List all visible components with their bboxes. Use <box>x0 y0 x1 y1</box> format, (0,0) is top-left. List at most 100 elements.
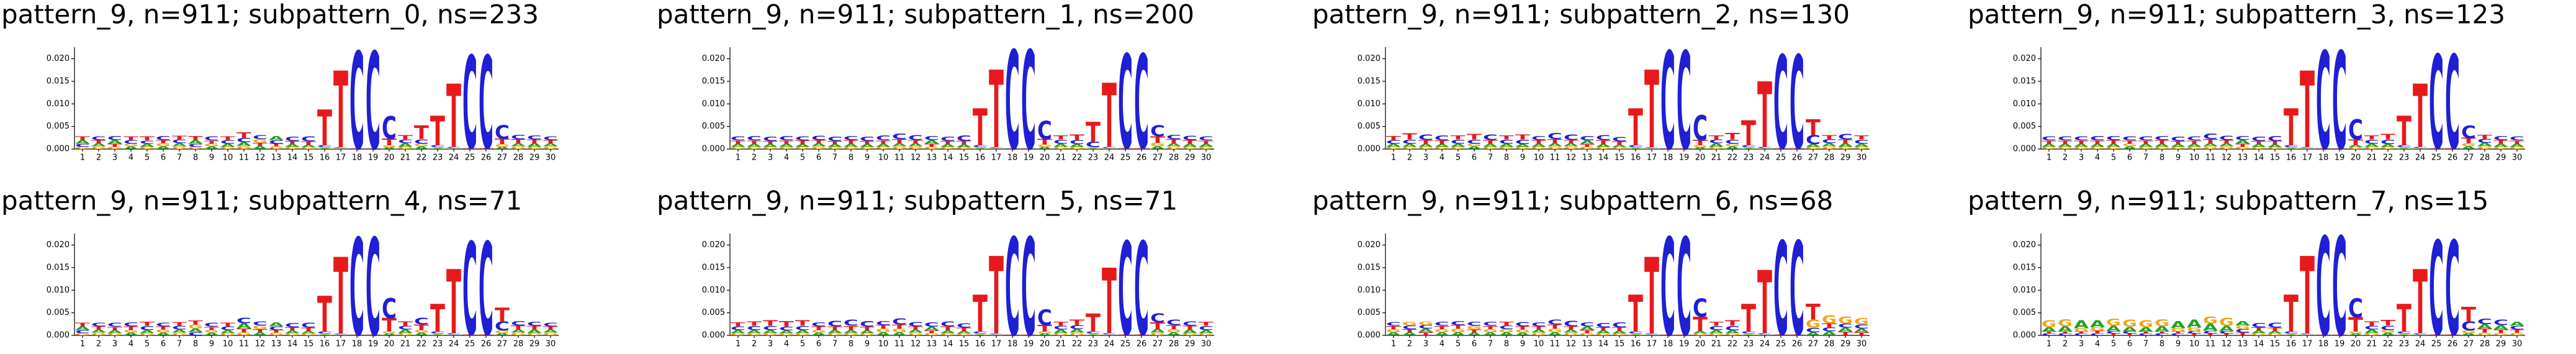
x-tick-label: 13 <box>927 153 937 163</box>
logo-letter: T <box>2090 140 2105 145</box>
logo-letter: G <box>2171 146 2186 150</box>
x-tick-label: 23 <box>433 340 443 349</box>
logo-letter: G <box>2219 316 2234 329</box>
logo-letter: A <box>811 332 826 336</box>
logo-letter: C <box>1418 134 1433 142</box>
logo-letter: C <box>2090 135 2105 142</box>
x-tick-label: 4 <box>784 340 789 349</box>
x-tick-label: 28 <box>2480 153 2490 163</box>
logo-letter: C <box>1102 333 1117 335</box>
logo-letter: G <box>860 332 875 336</box>
logo-letter: C <box>811 134 826 141</box>
logo-letter: G <box>2380 146 2395 150</box>
x-tick-label: 10 <box>1534 153 1544 163</box>
logo-letter: A <box>188 328 204 334</box>
x-tick-label: 30 <box>2512 153 2523 163</box>
y-tick-label: 0.005 <box>47 122 70 131</box>
logo-letter: C <box>1515 320 1530 327</box>
logo-letter: G <box>1182 146 1197 150</box>
logo-letter: T <box>1854 331 1869 336</box>
logo-letter: T <box>1134 147 1150 150</box>
logo-letter: C <box>1580 321 1595 327</box>
logo-letter: A <box>301 144 316 148</box>
x-tick-label: 1 <box>80 340 85 349</box>
x-tick-label: 2 <box>1407 153 1412 163</box>
logo-letter: A <box>2284 334 2299 335</box>
x-tick-label: 8 <box>849 153 853 163</box>
logo-letter: G <box>1612 147 1627 150</box>
x-tick-label: 10 <box>878 153 889 163</box>
y-tick-label: 0.000 <box>702 145 725 154</box>
logo-letter: C <box>2058 135 2073 142</box>
logo-letter: T <box>940 140 955 145</box>
x-tick-label: 20 <box>2351 340 2361 349</box>
logo-letter: C <box>2187 135 2202 142</box>
logo-letter: G <box>892 328 907 334</box>
logo-letter: G <box>1070 332 1084 336</box>
logo-letter: T <box>1021 334 1037 335</box>
logo-letter: C <box>763 325 778 331</box>
x-tick-label: 12 <box>911 340 921 349</box>
logo-letter: G <box>333 334 348 335</box>
logo-letter: C <box>446 147 461 149</box>
logo-letter: A <box>414 332 429 336</box>
logo-letter: T <box>2251 140 2266 145</box>
logo-letter: T <box>747 320 762 327</box>
x-tick-label: 26 <box>1792 153 1803 163</box>
logo-letter: A <box>2058 143 2073 148</box>
x-tick-label: 2 <box>2063 340 2068 349</box>
logo-letter: G <box>908 145 923 150</box>
logo-letter: T <box>2138 331 2154 334</box>
logo-letter: A <box>1580 140 1595 145</box>
logo-letter: C <box>1564 320 1578 329</box>
logo-letter: A <box>2042 143 2056 148</box>
logo-letter: A <box>2477 323 2493 330</box>
logo-letter: C <box>2106 330 2121 334</box>
logo-letter: A <box>2493 143 2508 148</box>
logo-letter: T <box>1725 319 1741 328</box>
x-tick-label: 12 <box>1566 340 1577 349</box>
x-tick-label: 22 <box>417 153 427 163</box>
logo-letter: C <box>2397 145 2412 148</box>
logo-letter: T <box>908 325 923 330</box>
logo-letter: C <box>1467 320 1482 327</box>
x-tick-label: 27 <box>1808 340 1819 349</box>
logo-letter: A <box>1182 143 1197 148</box>
logo-letter: A <box>398 142 413 148</box>
logo-letter: A <box>892 331 907 336</box>
logo-letter: T <box>876 324 891 330</box>
logo-letter: A <box>1612 330 1627 334</box>
x-tick-label: 22 <box>1072 340 1083 349</box>
logo-letter: C <box>1005 23 1020 180</box>
x-tick-label: 20 <box>384 340 395 349</box>
logo-letter: T <box>2348 313 2363 337</box>
x-tick-label: 16 <box>2286 340 2297 349</box>
logo-letter: A <box>2397 334 2412 335</box>
logo-letter: C <box>2042 135 2056 142</box>
logo-letter: C <box>1725 325 1740 332</box>
x-tick-label: 28 <box>1169 153 1179 163</box>
logo-letter: A <box>2090 319 2105 330</box>
logo-letter: A <box>495 332 510 336</box>
x-tick-label: 7 <box>832 153 837 163</box>
x-tick-label: 8 <box>1504 153 1509 163</box>
x-tick-label: 25 <box>1776 153 1786 163</box>
logo-letter: T <box>366 148 381 149</box>
logo-letter: T <box>1693 313 1708 337</box>
y-tick-label: 0.010 <box>2013 99 2036 109</box>
logo-letter: T <box>1854 134 1869 140</box>
logo-letter: T <box>1118 147 1133 150</box>
logo-letter: C <box>317 331 332 334</box>
logo-letter: A <box>382 333 397 336</box>
logo-letter: C <box>1483 320 1498 327</box>
logo-letter: T <box>2284 99 2299 158</box>
logo-letter: T <box>1021 148 1037 149</box>
logo-letter: G <box>2477 332 2492 336</box>
x-tick-label: 11 <box>894 153 905 163</box>
logo-letter: T <box>827 325 842 331</box>
logo-letter: G <box>1402 146 1417 150</box>
logo-letter: C <box>1483 134 1498 142</box>
logo-letter: A <box>2397 148 2412 149</box>
logo-letter: G <box>2397 334 2412 335</box>
